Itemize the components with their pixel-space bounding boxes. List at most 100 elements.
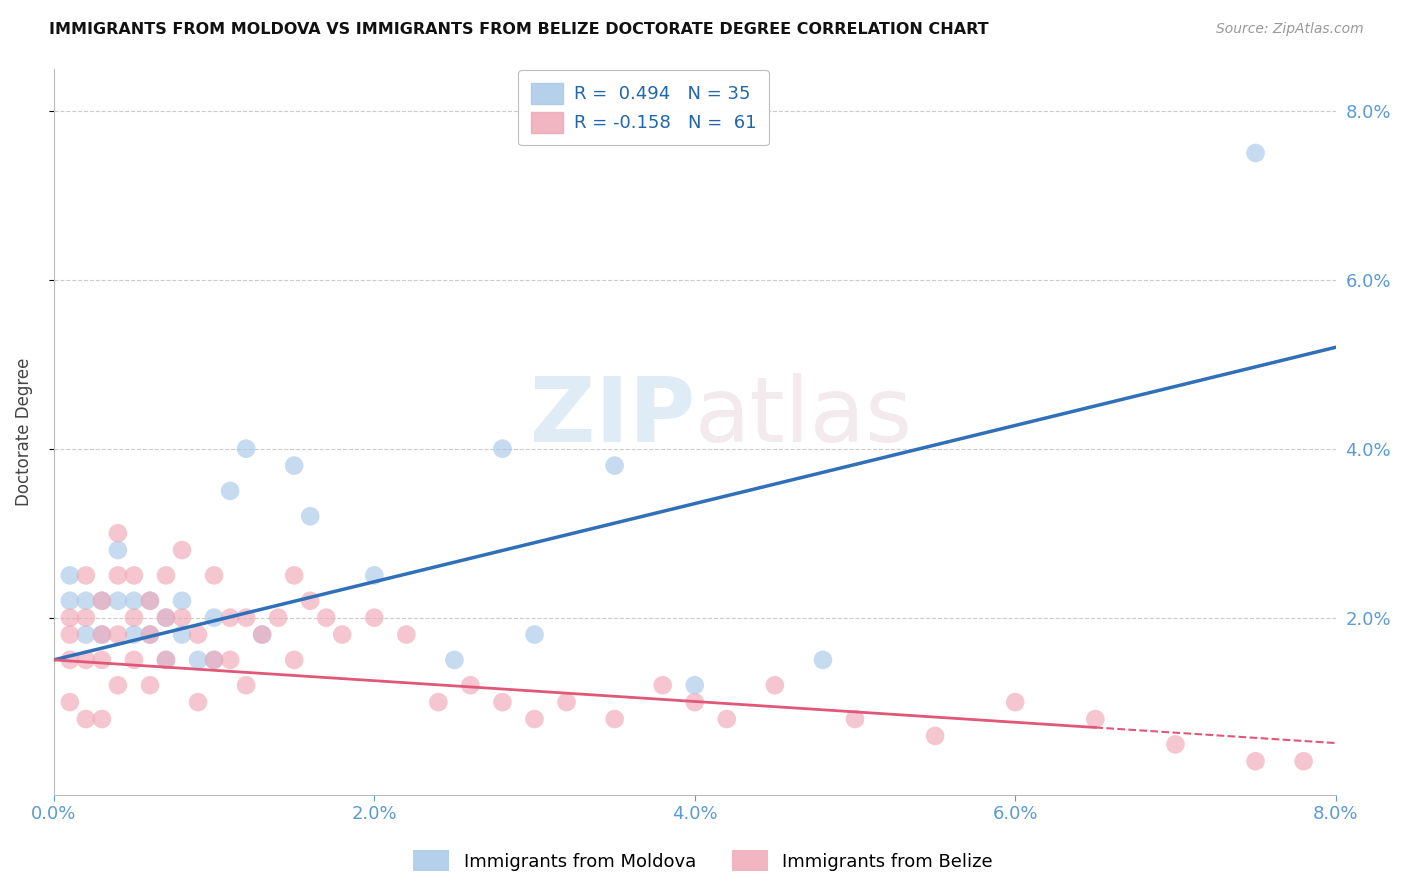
Point: [122, 627, 145, 641]
Point: [603, 458, 626, 473]
Point: [107, 678, 129, 692]
Text: atlas: atlas: [695, 373, 912, 461]
Point: [90, 593, 112, 607]
Point: [330, 627, 353, 641]
Point: [59, 695, 82, 709]
Point: [763, 678, 786, 692]
Point: [122, 610, 145, 624]
Point: [75, 610, 97, 624]
Point: [716, 712, 738, 726]
Point: [603, 712, 626, 726]
Point: [90, 627, 112, 641]
Point: [139, 678, 162, 692]
Point: [523, 712, 546, 726]
Point: [1292, 754, 1315, 768]
Text: IMMIGRANTS FROM MOLDOVA VS IMMIGRANTS FROM BELIZE DOCTORATE DEGREE CORRELATION C: IMMIGRANTS FROM MOLDOVA VS IMMIGRANTS FR…: [49, 22, 988, 37]
Point: [555, 695, 578, 709]
Point: [924, 729, 946, 743]
Point: [395, 627, 418, 641]
Point: [59, 610, 82, 624]
Point: [1004, 695, 1026, 709]
Point: [170, 610, 193, 624]
Point: [315, 610, 337, 624]
Point: [235, 610, 257, 624]
Point: [202, 610, 225, 624]
Point: [202, 653, 225, 667]
Point: [122, 653, 145, 667]
Point: [283, 568, 305, 582]
Point: [107, 568, 129, 582]
Text: ZIP: ZIP: [530, 373, 695, 461]
Point: [187, 695, 209, 709]
Point: [187, 653, 209, 667]
Legend: R =  0.494   N = 35, R = -0.158   N =  61: R = 0.494 N = 35, R = -0.158 N = 61: [517, 70, 769, 145]
Point: [90, 593, 112, 607]
Point: [90, 653, 112, 667]
Point: [283, 653, 305, 667]
Point: [267, 610, 290, 624]
Point: [155, 610, 177, 624]
Point: [155, 653, 177, 667]
Point: [59, 653, 82, 667]
Point: [107, 543, 129, 558]
Point: [250, 627, 273, 641]
Point: [107, 526, 129, 541]
Point: [283, 458, 305, 473]
Point: [219, 483, 242, 498]
Point: [1084, 712, 1107, 726]
Point: [219, 610, 242, 624]
Point: [235, 442, 257, 456]
Point: [155, 610, 177, 624]
Point: [75, 712, 97, 726]
Point: [170, 593, 193, 607]
Point: [299, 593, 322, 607]
Point: [427, 695, 450, 709]
Point: [460, 678, 482, 692]
Point: [1244, 146, 1267, 161]
Point: [250, 627, 273, 641]
Point: [844, 712, 866, 726]
Legend: Immigrants from Moldova, Immigrants from Belize: Immigrants from Moldova, Immigrants from…: [406, 843, 1000, 879]
Point: [219, 653, 242, 667]
Point: [59, 627, 82, 641]
Point: [202, 653, 225, 667]
Point: [75, 653, 97, 667]
Point: [139, 627, 162, 641]
Point: [75, 568, 97, 582]
Point: [187, 627, 209, 641]
Point: [363, 568, 385, 582]
Point: [59, 568, 82, 582]
Point: [811, 653, 834, 667]
Point: [683, 695, 706, 709]
Point: [235, 678, 257, 692]
Point: [90, 712, 112, 726]
Point: [122, 593, 145, 607]
Point: [170, 543, 193, 558]
Point: [1244, 754, 1267, 768]
Point: [1164, 738, 1187, 752]
Point: [122, 568, 145, 582]
Point: [75, 627, 97, 641]
Point: [155, 653, 177, 667]
Point: [491, 442, 513, 456]
Point: [202, 568, 225, 582]
Point: [155, 568, 177, 582]
Point: [139, 593, 162, 607]
Text: Source: ZipAtlas.com: Source: ZipAtlas.com: [1216, 22, 1364, 37]
Point: [491, 695, 513, 709]
Point: [107, 627, 129, 641]
Point: [59, 593, 82, 607]
Point: [651, 678, 673, 692]
Point: [170, 627, 193, 641]
Y-axis label: Doctorate Degree: Doctorate Degree: [15, 358, 32, 506]
Point: [363, 610, 385, 624]
Point: [299, 509, 322, 524]
Point: [107, 593, 129, 607]
Point: [523, 627, 546, 641]
Point: [139, 627, 162, 641]
Point: [683, 678, 706, 692]
Point: [75, 593, 97, 607]
Point: [443, 653, 465, 667]
Point: [139, 593, 162, 607]
Point: [90, 627, 112, 641]
